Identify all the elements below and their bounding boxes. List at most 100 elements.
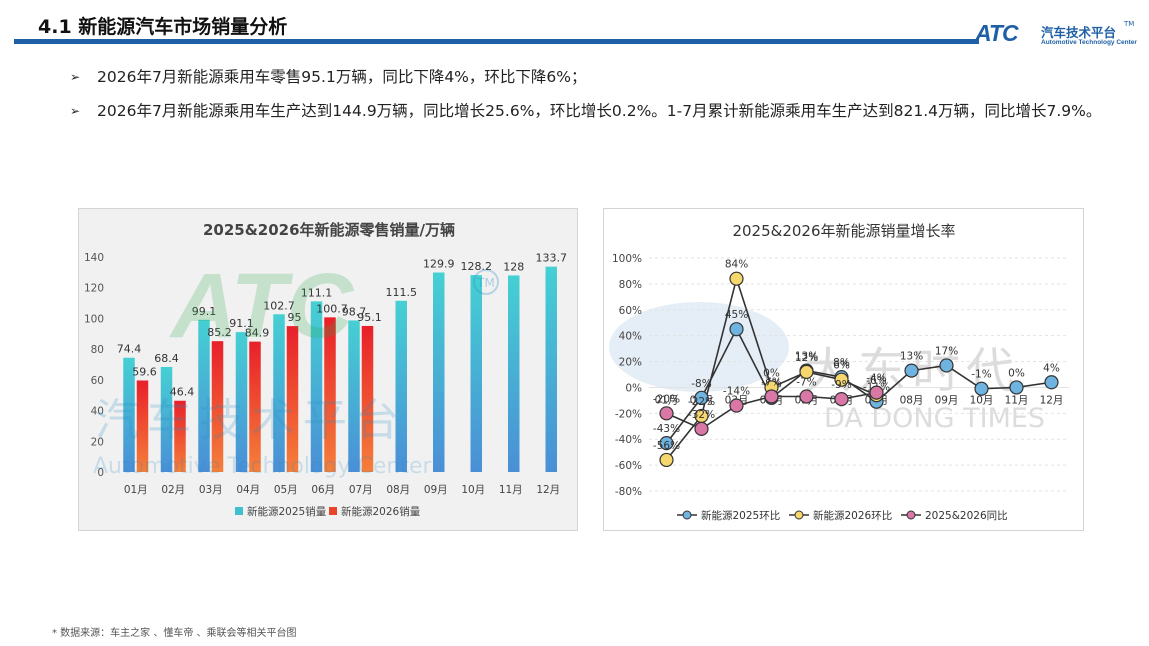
x-tick-label: 11月 <box>499 484 523 496</box>
point-value-label: -20% <box>653 393 680 405</box>
source-footnote: * 数据来源：车主之家 、懂车帝 、乘联会等相关平台图 <box>52 628 297 639</box>
y-tick-label: 140 <box>84 252 104 264</box>
series-point <box>694 421 709 436</box>
series-point <box>764 389 779 404</box>
x-tick-label: 09月 <box>935 394 959 406</box>
point-value-label: 17% <box>935 345 958 357</box>
bar-2026 <box>136 380 149 472</box>
x-tick-label: 09月 <box>424 484 448 496</box>
bar-value-label-2025: 133.7 <box>536 252 568 265</box>
point-value-label: -7% <box>761 377 781 389</box>
bar-2025 <box>235 332 248 472</box>
x-tick-label: 05月 <box>274 484 298 496</box>
bar-value-label-2025: 128 <box>503 260 524 273</box>
point-value-label: -1% <box>971 369 991 381</box>
watermark-atc: ATC <box>169 255 355 357</box>
point-value-label: -43% <box>653 423 680 435</box>
series-point <box>1009 380 1024 395</box>
legend-marker <box>906 510 916 520</box>
bar-2026 <box>361 325 374 472</box>
line-chart-panel: 2025&2026年新能源销量增长率大东时代DA DONG TIMES-80%-… <box>603 208 1084 531</box>
bullet-list: ➢ 2026年7月新能源乘用车零售95.1万辆，同比下降4%，环比下降6%； ➢… <box>70 60 1110 128</box>
legend-swatch-2026 <box>329 507 337 515</box>
y-tick-label: 40% <box>619 331 642 343</box>
x-tick-label: 01月 <box>124 484 148 496</box>
legend-label-2025: 新能源2025销量 <box>247 505 327 518</box>
y-tick-label: 80 <box>91 344 104 356</box>
point-value-label: 13% <box>795 351 818 363</box>
series-point <box>799 389 814 404</box>
bar-chart-title: 2025&2026年新能源零售销量/万辆 <box>203 221 455 239</box>
bullet-text: 2026年7月新能源乘用车生产达到144.9万辆，同比增长25.6%，环比增长0… <box>97 102 1102 120</box>
bar-2025 <box>348 320 360 472</box>
point-value-label: 84% <box>725 259 748 271</box>
point-value-label: -4% <box>866 373 886 385</box>
bar-2025 <box>545 266 557 472</box>
bullet-arrow-icon: ➢ <box>70 70 81 84</box>
logo-mark: ATC <box>975 20 1019 46</box>
bar-value-label-2025: 68.4 <box>154 352 179 365</box>
bar-2026 <box>324 317 336 472</box>
watermark-en: DA DONG TIMES <box>824 403 1045 434</box>
y-tick-label: 20 <box>91 436 104 448</box>
bar-2026 <box>249 341 261 472</box>
y-tick-label: -60% <box>615 460 642 472</box>
series-point <box>659 436 674 451</box>
y-tick-label: 100% <box>612 253 642 265</box>
point-value-label: -8% <box>691 378 711 390</box>
y-tick-label: -80% <box>615 486 642 498</box>
series-point <box>659 406 674 421</box>
x-tick-label: 12月 <box>536 484 560 496</box>
y-tick-label: 60 <box>91 375 104 387</box>
x-tick-label: 12月 <box>1040 394 1064 406</box>
legend-label: 2025&2026同比 <box>925 509 1008 522</box>
y-tick-label: 0% <box>625 382 642 394</box>
y-tick-label: 80% <box>619 279 642 291</box>
legend-label: 新能源2025环比 <box>701 509 780 522</box>
bar-value-label-2026: 100.7 <box>316 302 348 315</box>
series-point <box>659 452 674 468</box>
bullet-item: ➢ 2026年7月新能源乘用车零售95.1万辆，同比下降4%，环比下降6%； <box>70 60 1110 94</box>
point-value-label: -14% <box>723 386 750 398</box>
watermark-cn: 汽车技术平台 <box>95 395 407 446</box>
point-value-label: 0% <box>763 367 780 379</box>
point-value-label: 45% <box>725 309 748 321</box>
bar-value-label-2025: 98.7 <box>342 305 367 318</box>
x-tick-label: 02月 <box>161 484 185 496</box>
y-tick-label: -40% <box>615 434 642 446</box>
series-point <box>974 381 989 396</box>
bar-2026 <box>286 326 299 472</box>
series-point <box>869 385 884 400</box>
series-point <box>939 358 954 373</box>
y-tick-label: 120 <box>84 283 104 295</box>
x-tick-label: 08月 <box>900 394 924 406</box>
point-value-label: 12% <box>795 352 818 364</box>
legend-label-2026: 新能源2026销量 <box>341 505 421 518</box>
series-point <box>694 390 709 405</box>
bar-chart-panel: 2025&2026年新能源零售销量/万辆 0 20 40 60 80 100 120 140 74… <box>78 208 578 531</box>
bar-2025 <box>273 314 285 472</box>
x-tick-label: 10月 <box>461 484 485 496</box>
legend-marker <box>682 510 692 520</box>
bar-value-label-2026: 95.1 <box>357 311 382 324</box>
bar-2025 <box>395 300 407 472</box>
bar-value-label-2025: 111.5 <box>386 286 418 299</box>
point-value-label: 0% <box>1008 367 1025 379</box>
line-chart: 2025&2026年新能源销量增长率大东时代DA DONG TIMES-80%-… <box>609 222 1069 522</box>
x-tick-label: 01月 <box>655 394 679 406</box>
bar-2025 <box>160 366 173 472</box>
point-value-label: 8% <box>833 357 850 369</box>
series-point <box>834 372 849 387</box>
series-point <box>729 271 744 286</box>
point-value-label: -22% <box>688 396 715 408</box>
bar-chart: 2025&2026年新能源零售销量/万辆 0 20 40 60 80 100 120 140 74… <box>84 221 568 518</box>
bar-value-label-2025: 128.2 <box>461 260 493 273</box>
legend-swatch-2025 <box>235 507 243 515</box>
point-value-label: -9% <box>831 379 851 391</box>
x-tick-label: 08月 <box>386 484 410 496</box>
watermark-tm: TM <box>476 276 495 290</box>
page-title: 4.1 新能源汽车市场销量分析 <box>38 16 288 38</box>
bar-2025 <box>123 357 135 472</box>
y-tick-label: 100 <box>84 313 104 325</box>
series-point <box>834 391 849 407</box>
